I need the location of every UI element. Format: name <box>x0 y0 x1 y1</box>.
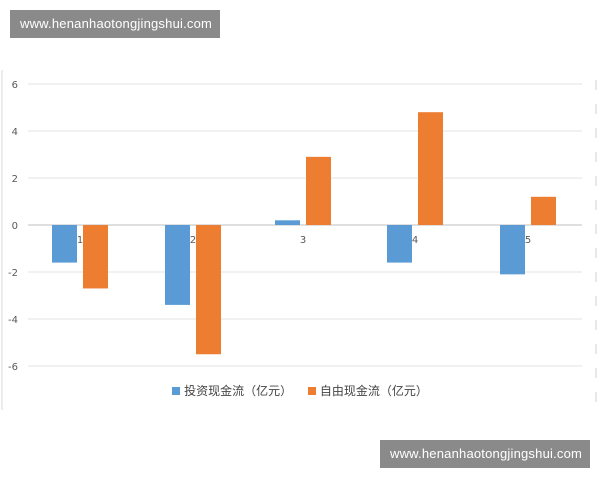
bar-1-5 <box>500 225 525 275</box>
chart-legend: 投资现金流（亿元） 自由现金流（亿元） <box>0 382 600 399</box>
legend-label-series-2: 自由现金流（亿元） <box>319 384 428 398</box>
y-tick-label: -4 <box>8 315 18 326</box>
bar-2-3 <box>306 156 331 225</box>
bar-2-2 <box>196 225 221 355</box>
legend-swatch-series-2 <box>307 386 316 395</box>
x-tick-label: 2 <box>190 235 196 246</box>
chart-area: 6 4 2 0 -2 -4 -6 1 2 3 4 5 <box>0 70 600 410</box>
bar-2-1 <box>83 225 108 289</box>
legend-label-series-1: 投资现金流（亿元） <box>184 384 293 398</box>
y-tick-label: 6 <box>12 80 18 91</box>
bar-1-1 <box>52 225 77 263</box>
right-edge-ticks <box>595 80 597 410</box>
bar-chart: 6 4 2 0 -2 -4 -6 1 2 3 4 5 <box>1 70 582 410</box>
y-tick-label: 2 <box>12 174 18 185</box>
legend-item-series-1: 投资现金流（亿元） <box>172 382 292 399</box>
legend-item-series-2: 自由现金流（亿元） <box>307 382 428 399</box>
bar-2-5 <box>531 196 556 225</box>
y-tick-label: -2 <box>8 268 18 279</box>
bar-2-4 <box>418 112 443 225</box>
watermark-top: www.henanhaotongjingshui.com <box>10 10 220 38</box>
y-tick-label: 4 <box>12 127 18 138</box>
y-tick-label: 0 <box>12 221 18 232</box>
x-tick-label: 1 <box>77 235 83 246</box>
legend-swatch-series-1 <box>172 386 181 395</box>
x-tick-label: 3 <box>300 235 306 246</box>
x-tick-label: 4 <box>412 235 418 246</box>
x-tick-label: 5 <box>525 235 531 246</box>
bar-1-2 <box>165 225 190 305</box>
y-tick-label: -6 <box>8 362 18 373</box>
bar-1-4 <box>387 225 412 263</box>
bar-1-3 <box>275 220 300 225</box>
watermark-bottom: www.henanhaotongjingshui.com <box>380 440 590 468</box>
